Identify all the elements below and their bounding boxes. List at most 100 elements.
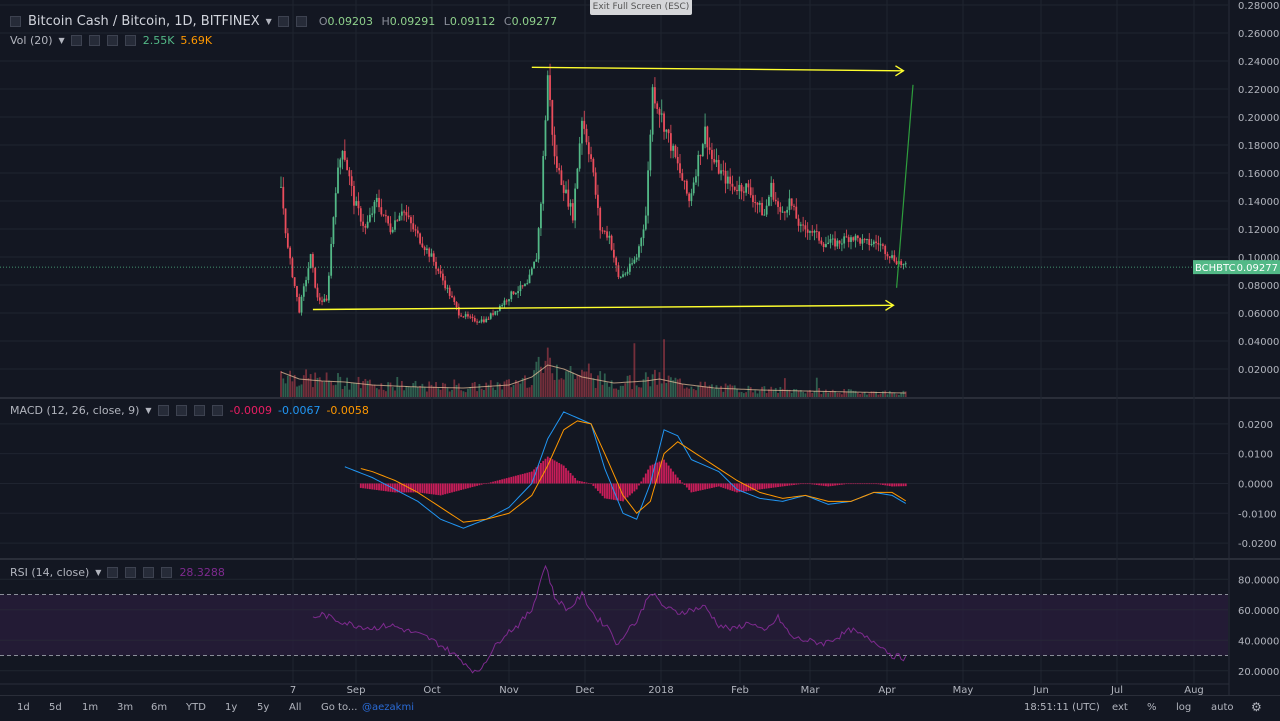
range-5y[interactable]: 5y	[257, 702, 270, 713]
price-tag-bg	[1193, 260, 1280, 275]
range-1y[interactable]: 1y	[225, 702, 238, 713]
candle-body	[829, 239, 832, 243]
range-5d[interactable]: 5d	[49, 702, 62, 713]
macd-hist-bar	[697, 483, 700, 491]
macd-hist-bar	[722, 483, 725, 488]
remove-icon[interactable]	[124, 35, 136, 46]
macd-hist-bar	[508, 477, 510, 484]
candle-body	[592, 158, 595, 173]
range-6m[interactable]: 6m	[151, 702, 168, 713]
ext-toggle[interactable]: ext	[1112, 702, 1128, 713]
volume-bar	[879, 393, 882, 397]
chevron-down-icon[interactable]: ▼	[265, 17, 272, 26]
remove-icon[interactable]	[211, 405, 223, 416]
candle-body	[647, 170, 649, 216]
eye-icon[interactable]	[70, 35, 82, 46]
clock-readout: 18:51:11 (UTC)	[1024, 702, 1100, 713]
range-all[interactable]: All	[289, 702, 302, 713]
macd-hist-bar	[854, 483, 857, 485]
range-ytd[interactable]: YTD	[186, 702, 206, 713]
macd-hist-bar	[786, 483, 789, 486]
candle-body	[503, 300, 506, 306]
macd-label[interactable]: MACD (12, 26, close, 9)	[10, 404, 140, 417]
macd-hist-bar	[603, 483, 606, 499]
eye-icon[interactable]	[157, 405, 169, 416]
macd-hist-bar	[711, 483, 713, 488]
macd-hist-bar	[583, 481, 586, 484]
candle-body	[658, 109, 661, 115]
range-1m[interactable]: 1m	[82, 702, 99, 713]
author-link[interactable]: @aezakmi	[362, 702, 414, 713]
macd-hist-bar	[419, 483, 421, 493]
goto-date-button[interactable]: Go to...	[321, 702, 358, 713]
candle-body	[635, 257, 638, 260]
candle-body	[831, 238, 834, 240]
chevron-down-icon[interactable]: ▼	[58, 36, 65, 45]
collapse-icon[interactable]	[10, 16, 21, 27]
macd-hist-bar	[724, 483, 727, 489]
exit-fullscreen-button[interactable]: Exit Full Screen (ESC)	[590, 0, 692, 15]
candle-body	[453, 297, 456, 302]
candle-body	[485, 318, 488, 323]
volume-bar	[699, 381, 702, 397]
macd-hist-bar	[503, 478, 506, 484]
macd-hist-bar	[756, 483, 759, 490]
macd-hist-bar	[451, 483, 453, 493]
range-3m[interactable]: 3m	[117, 702, 134, 713]
main-legend: Bitcoin Cash / Bitcoin, 1D, BITFINEX ▼ O…	[10, 14, 557, 29]
candle-body	[806, 229, 809, 233]
volume-bar	[658, 372, 661, 397]
candle-body	[348, 170, 351, 177]
chevron-down-icon[interactable]: ▼	[145, 406, 152, 415]
candle-body	[770, 182, 773, 197]
macd-hist-bar	[371, 483, 374, 490]
time-tick-label: Jun	[1032, 685, 1049, 696]
macd-hist-bar	[483, 483, 485, 485]
volume-bar	[346, 377, 349, 397]
remove-icon[interactable]	[161, 567, 173, 578]
volume-bar	[366, 380, 369, 397]
volume-label[interactable]: Vol (20)	[10, 34, 53, 47]
candle-body	[441, 273, 444, 281]
volume-bar	[382, 389, 385, 397]
percent-toggle[interactable]: %	[1147, 702, 1157, 713]
rsi-band	[0, 594, 1228, 656]
chevron-down-icon[interactable]: ▼	[95, 568, 102, 577]
settings-icon[interactable]	[88, 35, 100, 46]
settings-icon[interactable]	[175, 405, 187, 416]
auto-toggle[interactable]: auto	[1211, 702, 1234, 713]
volume-bar	[866, 394, 868, 397]
price-tick-label: 0.20000	[1238, 113, 1279, 124]
add-icon[interactable]	[193, 405, 205, 416]
macd-hist-bar	[535, 467, 538, 484]
volume-bar	[619, 385, 622, 397]
eye-icon[interactable]	[107, 567, 119, 578]
volume-bar	[845, 391, 848, 397]
macd-hist-bar	[622, 483, 624, 502]
volume-bar	[729, 384, 732, 397]
settings-icon[interactable]	[125, 567, 137, 578]
macd-hist-bar	[487, 482, 490, 484]
range-1d[interactable]: 1d	[17, 702, 30, 713]
rsi-label[interactable]: RSI (14, close)	[10, 566, 90, 579]
eye-icon[interactable]	[277, 16, 289, 27]
macd-hist-bar	[754, 483, 757, 491]
volume-bar	[373, 384, 376, 397]
volume-bar	[797, 390, 800, 397]
gear-icon[interactable]: ⚙	[1251, 700, 1262, 714]
candle-body	[777, 201, 779, 207]
price-tick-label: 0.28000	[1238, 1, 1279, 12]
add-icon[interactable]	[106, 35, 118, 46]
symbol-title[interactable]: Bitcoin Cash / Bitcoin, 1D, BITFINEX	[28, 14, 260, 29]
volume-bar	[540, 366, 542, 397]
add-icon[interactable]	[143, 567, 155, 578]
settings-icon[interactable]	[295, 16, 307, 27]
macd-hist-bar	[638, 483, 640, 486]
macd-hist-bar	[640, 481, 643, 484]
log-toggle[interactable]: log	[1176, 702, 1192, 713]
macd-hist-bar	[590, 483, 592, 485]
macd-hist-bar	[455, 483, 458, 492]
candle-body	[870, 244, 873, 246]
volume-bar	[533, 370, 535, 397]
